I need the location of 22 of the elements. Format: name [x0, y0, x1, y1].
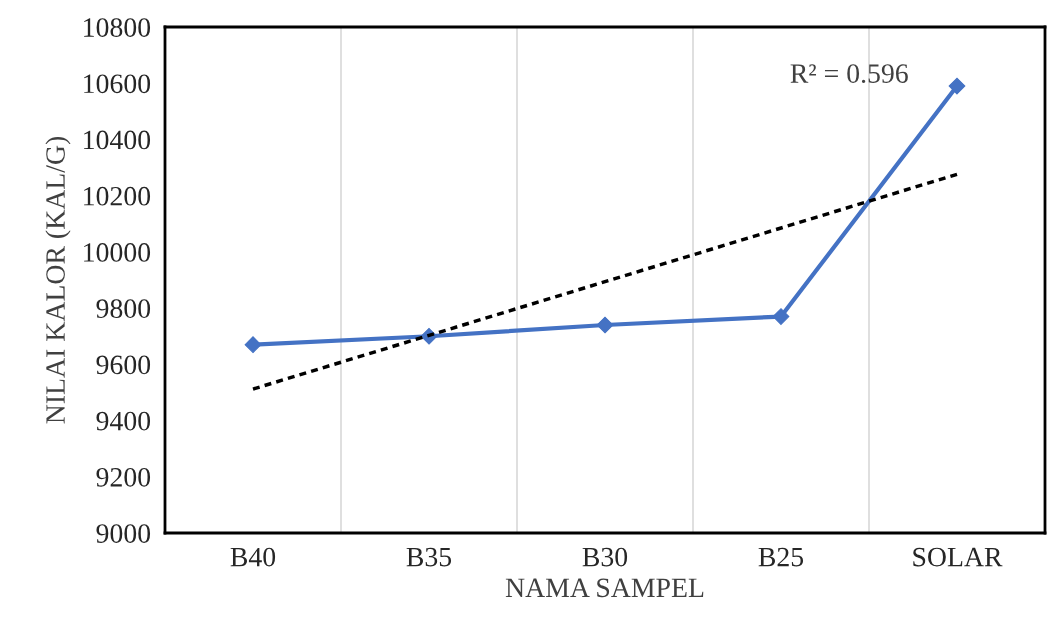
y-tick-label: 10000	[84, 243, 151, 262]
y-tick-label: 10600	[84, 74, 151, 94]
point	[244, 336, 262, 354]
y-tick-label: 10800	[84, 18, 151, 37]
y-tick-label: 9800	[96, 299, 151, 319]
y-tick-label: 9200	[96, 467, 151, 487]
y-axis-title: NILAI KALOR (KAL/G)	[45, 136, 71, 424]
annotation: R² = 0.596	[790, 64, 908, 84]
y-tick-label: 10400	[84, 130, 151, 150]
x-tick-label: B25	[758, 547, 804, 567]
y-tick-label: 9400	[96, 411, 151, 431]
x-tick-label: B40	[230, 547, 276, 567]
x-tick-label: B35	[406, 547, 452, 567]
x-tick-label: B30	[582, 547, 628, 567]
point	[948, 77, 966, 95]
y-tick-label: 9600	[96, 355, 151, 375]
y-tick-label: 10200	[84, 186, 151, 206]
y-tick-label: 9000	[96, 524, 151, 543]
x-axis-title: NAMA SAMPEL	[505, 578, 704, 598]
point	[772, 308, 790, 325]
x-tick-label: SOLAR	[913, 547, 1003, 567]
point	[596, 316, 614, 334]
